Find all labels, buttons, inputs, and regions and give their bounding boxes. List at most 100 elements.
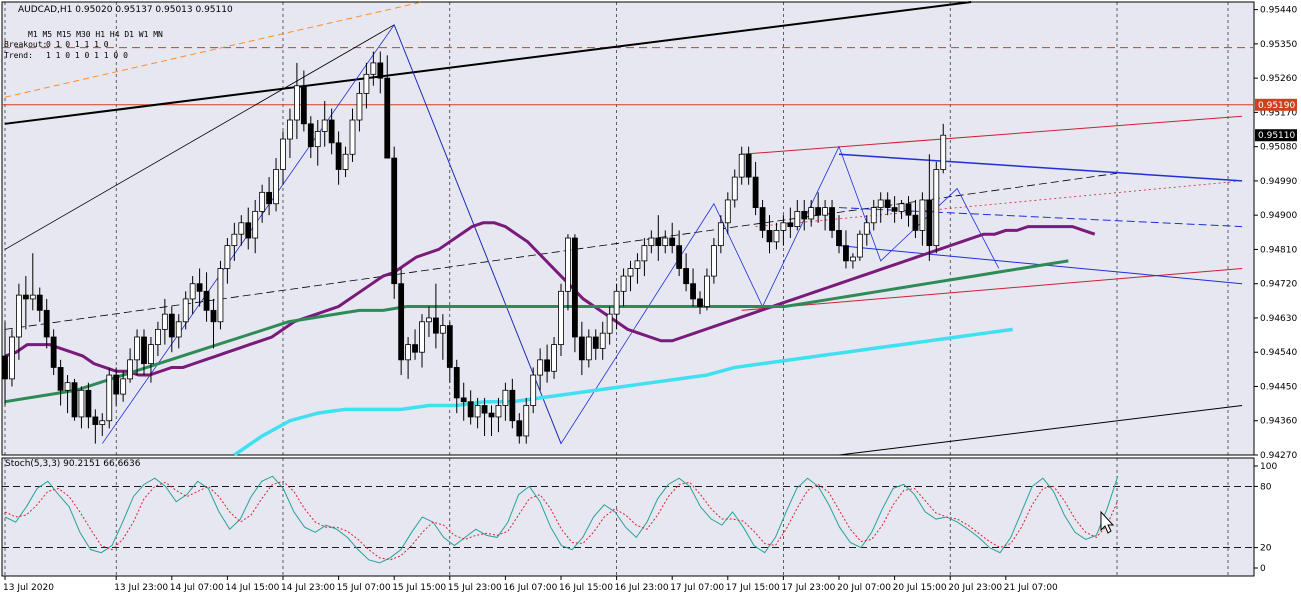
candle-body [203,290,210,311]
stoch-tick-label: 100 [1260,462,1277,472]
candle-body [578,336,585,361]
candle [154,321,161,357]
candle [572,234,578,353]
candle-body [606,313,613,334]
candle [106,367,113,429]
candle-body [377,62,384,79]
candle [57,359,64,406]
candle-body [71,382,78,418]
candle [134,329,140,376]
candle [453,359,460,414]
candle-body [106,374,113,422]
current-price-label: 0.95110 [1258,131,1295,141]
candle [377,51,384,94]
ma-slow-line [233,327,1013,457]
candle [168,306,175,353]
stoch-title: Stoch(5,3,3) 90.2151 66.6636 [5,459,141,469]
candle-body [43,309,50,338]
candle [502,382,509,421]
candle [627,260,634,292]
candle-body [877,199,884,208]
candle-body [592,336,599,349]
price-tick-label: 0.95170 [1260,108,1297,118]
candle [50,329,57,376]
trend-lines [4,1,1243,456]
candle [175,314,182,349]
candle-body [307,123,314,148]
candle-body [432,317,439,334]
candle [238,215,245,246]
candle-body [850,256,856,262]
candle-body [676,245,683,269]
candle-body [919,199,926,231]
candle [634,253,641,284]
candle-body [113,374,120,395]
candle [829,199,835,239]
candle [780,215,787,246]
candle [266,177,273,216]
price-axis: 0.95440 0.95350 0.95260 0.95170 0.95080 0.949… [1254,6,1297,574]
candle-body [829,207,835,231]
candle [912,199,919,239]
candle-body [766,230,773,243]
candle [558,283,564,357]
time-tick-label: 16 Jul 15:00 [559,583,613,593]
candle-body [599,332,606,349]
candle [697,291,703,315]
candle-body [662,237,669,247]
candle-body [467,401,474,418]
candle [36,287,43,322]
candle-body [182,298,189,323]
candle-body [127,359,133,380]
current-price-tag [1255,129,1297,142]
candle-body [530,374,537,406]
candles [2,51,947,444]
price-tick-label: 0.94630 [1260,314,1297,324]
candle [321,100,328,147]
candle-body [717,222,724,247]
candle-body [50,336,57,368]
candle [495,397,502,433]
candle [523,397,530,444]
candle [252,199,259,254]
candle [78,386,85,429]
timeframe-row: M1 M5 M15 M30 H1 H4 D1 W1 MN [28,30,163,39]
candle-body [523,405,530,437]
candle-body [655,237,662,247]
candle-body [29,294,36,300]
candle-body [815,207,822,216]
candle-body [266,191,273,205]
candle [759,199,766,239]
time-tick-label: 17 Jul 23:00 [781,583,835,593]
candle-body [335,142,342,170]
candle-body [641,245,648,262]
candle [300,70,307,132]
candle [856,230,863,261]
time-tick-label: 14 Jul 15:00 [225,583,279,593]
time-tick-label: 20 Jul 23:00 [948,583,1002,593]
candle [356,81,363,132]
mouse-cursor-icon [1100,510,1115,534]
candle [606,306,613,345]
candle [731,169,738,208]
candle [2,321,8,406]
candle [446,321,453,383]
candle-body [933,169,940,247]
channel-upper-line [741,115,1243,155]
candle-body [794,210,801,227]
symbol-header: AUDCAD,H1 0.95020 0.95137 0.95013 0.9511… [18,5,233,15]
candle [15,283,22,360]
time-tick-label: 15 Jul 23:00 [448,583,502,593]
candle [898,199,905,219]
candle-body [495,405,502,418]
candle-body [565,237,571,292]
candle-body [836,230,842,247]
candle [933,161,940,254]
candle-body [808,207,815,220]
candle [370,51,377,86]
candle [919,192,926,246]
candle-body [488,412,495,418]
candle [474,397,481,429]
candle [578,321,585,376]
candle-body [773,230,780,243]
